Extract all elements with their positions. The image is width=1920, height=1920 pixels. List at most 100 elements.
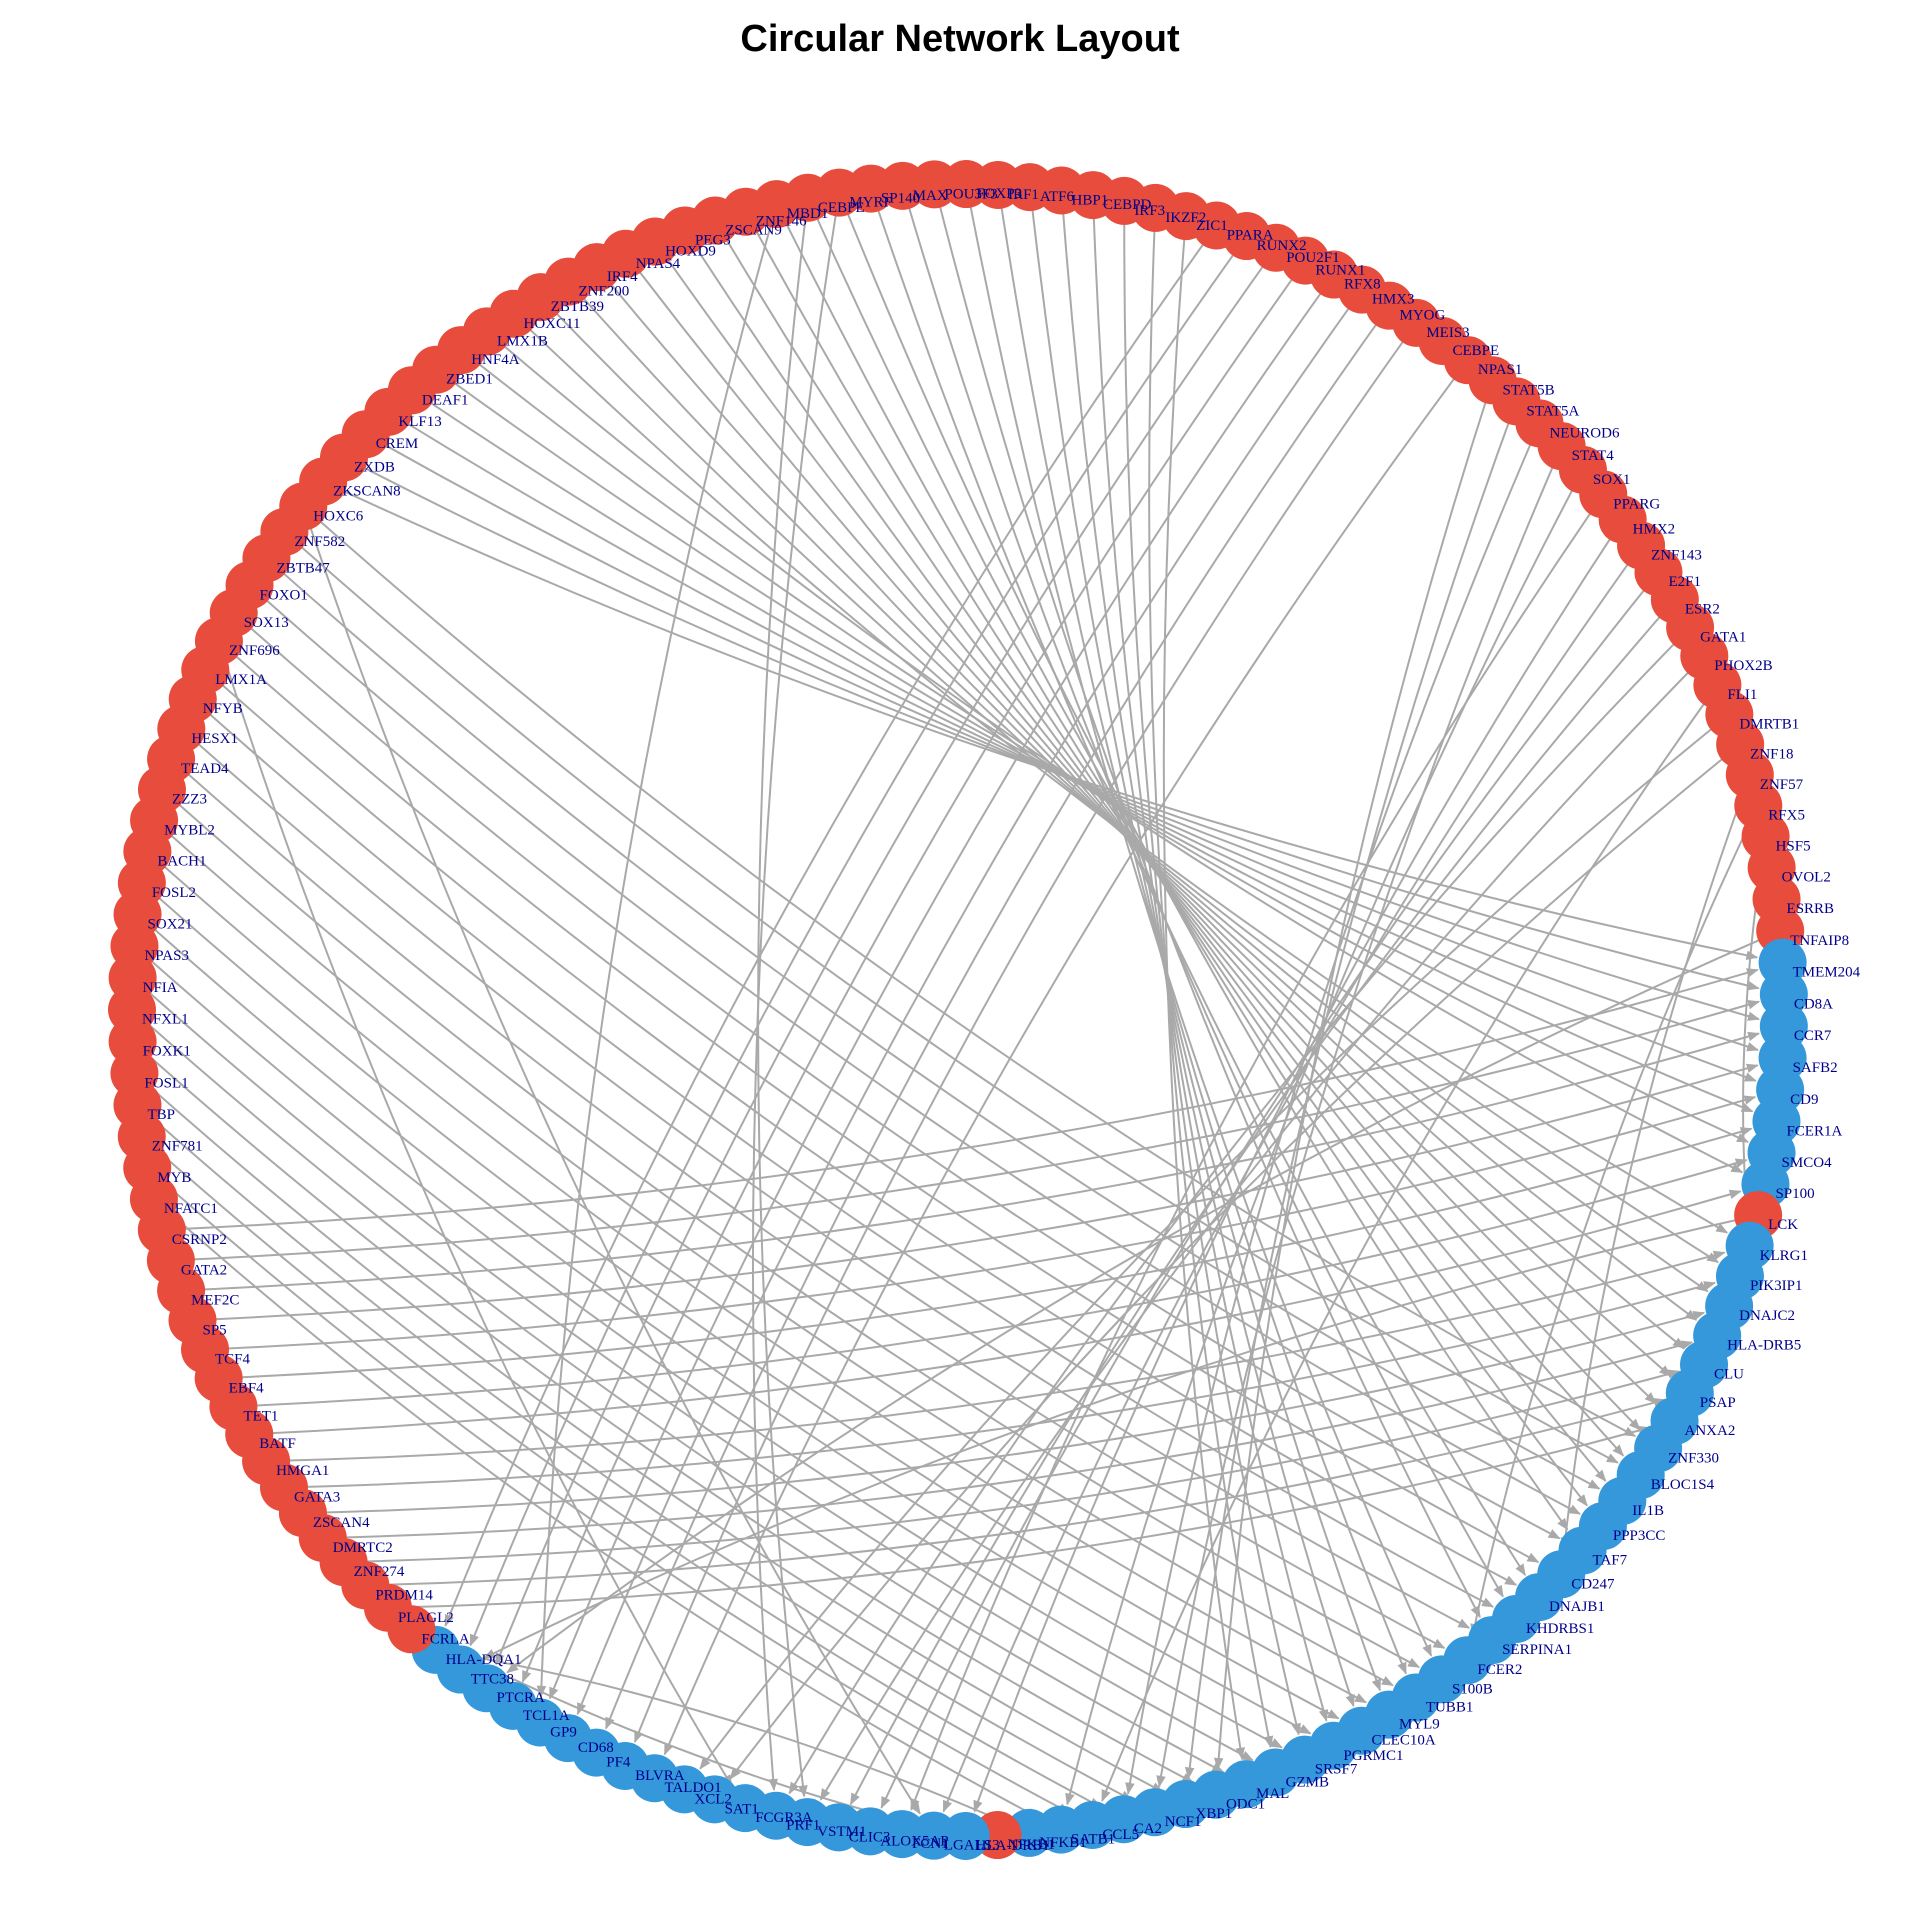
node-label: SOX13 bbox=[244, 615, 289, 631]
edge-cebpd-pgrmc1 bbox=[1092, 195, 1329, 1722]
edge-prdm14-psap bbox=[365, 1398, 1666, 1587]
edge-nfxl1-mal bbox=[131, 1008, 1225, 1773]
node-label: SAFB2 bbox=[1793, 1060, 1838, 1076]
node-label: HOXC11 bbox=[524, 316, 581, 332]
edge-tcf4-cd9 bbox=[204, 1095, 1757, 1351]
edge-hesx1-serpina1 bbox=[180, 728, 1471, 1629]
node-label: SERPINA1 bbox=[1502, 1642, 1572, 1658]
node-label: ZNF18 bbox=[1750, 746, 1793, 762]
node-label: PGRMC1 bbox=[1343, 1748, 1403, 1764]
node-label: FLI1 bbox=[1727, 687, 1757, 703]
node-label: FCER1A bbox=[1786, 1123, 1842, 1139]
node-label: SOX1 bbox=[1593, 472, 1631, 488]
node-label: MYBL2 bbox=[164, 822, 215, 838]
node-label: RFX8 bbox=[1344, 277, 1381, 293]
node-label: ODC1 bbox=[1226, 1797, 1265, 1813]
edge-runx1-tcl1a bbox=[521, 260, 1307, 1683]
edge-myb-ccl5 bbox=[146, 1167, 1071, 1814]
edge-zbtb47-il1b bbox=[265, 557, 1601, 1490]
edge-hoxc6-lgals3 bbox=[302, 506, 921, 1815]
node-label: XBP1 bbox=[1196, 1806, 1233, 1822]
node-label: FOSL1 bbox=[144, 1075, 188, 1091]
node-label: CSRNP2 bbox=[172, 1232, 227, 1248]
edge-bach1-myl9 bbox=[146, 850, 1368, 1704]
node-label: GATA2 bbox=[181, 1262, 227, 1278]
node-label: RFX5 bbox=[1768, 807, 1805, 823]
node-label: PPP3CC bbox=[1613, 1528, 1666, 1544]
node-label: EBF4 bbox=[229, 1380, 265, 1396]
edge-hoxc11-klrg1 bbox=[512, 313, 1729, 1234]
node-label: PLAGL2 bbox=[398, 1610, 454, 1626]
node-label: CA2 bbox=[1134, 1821, 1162, 1837]
node-label: FCN1 bbox=[912, 1836, 949, 1852]
node-label: PSAP bbox=[1700, 1395, 1736, 1411]
node-label: ZBTB47 bbox=[276, 560, 330, 576]
edge-tnfaip8-ptcra bbox=[506, 929, 1781, 1674]
edge-gata2-cd8a bbox=[170, 1000, 1761, 1262]
edge-tet1-smco4 bbox=[233, 1158, 1748, 1408]
edge-hmga1-klrg1 bbox=[266, 1250, 1726, 1463]
node-label: OVOL2 bbox=[1782, 870, 1831, 886]
node-label: FCGR3A bbox=[755, 1810, 813, 1826]
node-label: CREM bbox=[376, 436, 419, 452]
node-label: CLU bbox=[1714, 1367, 1744, 1383]
node-label: VSTM1 bbox=[817, 1824, 866, 1840]
node-label: HLA-DRB5 bbox=[1727, 1338, 1801, 1354]
node-label: SP5 bbox=[202, 1322, 226, 1338]
label-layer: TNFAIP8 TMEM204 CD8A CCR7 SAFB2 CD9 FCER1A SMCO… bbox=[142, 186, 1861, 1854]
node-layer bbox=[108, 160, 1808, 1860]
node-label: SATB1 bbox=[1071, 1832, 1115, 1848]
edge-ebf4-fcer1a bbox=[218, 1127, 1753, 1380]
node-label: LMX1B bbox=[497, 333, 548, 349]
edge-fosl1-xbp1 bbox=[133, 1072, 1164, 1793]
chart-title: Circular Network Layout bbox=[740, 18, 1180, 60]
edge-neurod6-ca2 bbox=[1125, 422, 1541, 1795]
node-label: NFKB1 bbox=[1007, 1837, 1055, 1853]
node-label: NFATC1 bbox=[164, 1201, 218, 1217]
node-label: HOXD9 bbox=[665, 244, 716, 260]
node-label: STAT5B bbox=[1503, 382, 1555, 398]
node-label: IKZF2 bbox=[1165, 210, 1206, 226]
node-label: ZKSCAN8 bbox=[333, 484, 401, 500]
node-label: IRF1 bbox=[1008, 187, 1039, 203]
edge-dmrtb1-xcl2 bbox=[699, 713, 1730, 1770]
edge-foxk1-odc1 bbox=[131, 1040, 1195, 1784]
node-label: PRF1 bbox=[786, 1818, 820, 1834]
node-label: MYL9 bbox=[1399, 1717, 1440, 1733]
edge-sox21-pgrmc1 bbox=[136, 913, 1312, 1735]
node-label: DEAF1 bbox=[422, 392, 469, 408]
node-label: PIK3IP1 bbox=[1750, 1278, 1803, 1294]
node-label: TUBB1 bbox=[1426, 1700, 1474, 1716]
node-label: RUNX2 bbox=[1257, 238, 1307, 254]
node-label: TEAD4 bbox=[181, 761, 229, 777]
node-label: CLIC3 bbox=[849, 1829, 891, 1845]
node-label: XCL2 bbox=[694, 1791, 732, 1807]
node-label: HNF4A bbox=[471, 352, 520, 368]
node-label: TCF4 bbox=[215, 1352, 251, 1368]
node-label: ZNF274 bbox=[354, 1564, 405, 1580]
node-label: CEBPE bbox=[1452, 343, 1499, 359]
node-label: CEBPE bbox=[818, 200, 865, 216]
node-label: SMCO4 bbox=[1782, 1155, 1833, 1171]
node-label: DNAJB1 bbox=[1549, 1599, 1605, 1615]
node-label: CD247 bbox=[1571, 1576, 1615, 1592]
node-label: ZNF582 bbox=[294, 534, 345, 550]
node-label: TCL1A bbox=[523, 1708, 570, 1724]
node-label: HLA-DRB1 bbox=[976, 1838, 1050, 1854]
edge-hmx2-hla-drb1 bbox=[973, 519, 1624, 1813]
node-label: FCER2 bbox=[1477, 1662, 1522, 1678]
node-label: CD8A bbox=[1794, 996, 1833, 1012]
node-label: DMRTC2 bbox=[333, 1540, 393, 1556]
node-label: NFXL1 bbox=[142, 1012, 189, 1028]
node-label: NPAS1 bbox=[1478, 362, 1522, 378]
node-label: HBP1 bbox=[1072, 193, 1109, 209]
node-label: IRF3 bbox=[1134, 203, 1165, 219]
node-label: FOXK1 bbox=[143, 1044, 191, 1060]
edge-gata1-prf1 bbox=[788, 626, 1691, 1795]
node-label: LCK bbox=[1768, 1217, 1798, 1233]
node-esrrb[interactable] bbox=[1752, 875, 1801, 924]
edge-lmx1a-dnajb1 bbox=[204, 669, 1518, 1586]
node-label: PTCRA bbox=[497, 1690, 546, 1706]
edge-foxo1-ppp3cc bbox=[248, 584, 1581, 1515]
edge-npas3-srsf7 bbox=[133, 945, 1283, 1749]
